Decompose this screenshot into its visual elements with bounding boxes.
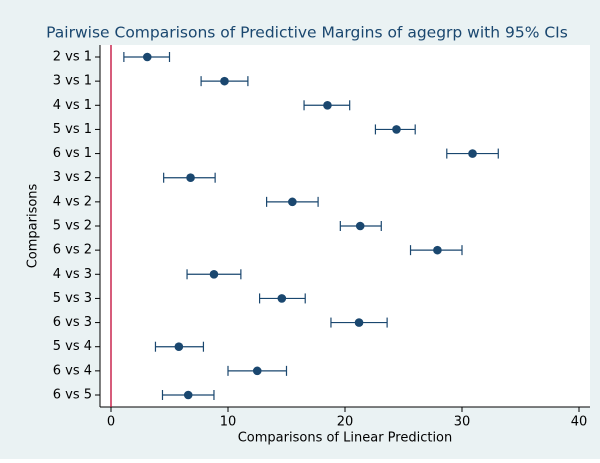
x-tick-label: 0: [107, 415, 115, 430]
y-tick-label: 5 vs 4: [53, 339, 92, 354]
chart-title: Pairwise Comparisons of Predictive Margi…: [46, 24, 568, 42]
x-tick-label: 10: [220, 415, 237, 430]
x-tick-label: 40: [571, 415, 588, 430]
y-tick-label: 6 vs 4: [53, 363, 92, 378]
point: [183, 390, 193, 400]
x-tick-label: 20: [337, 415, 354, 430]
y-axis-title: Comparisons: [26, 183, 41, 268]
y-tick-label: 5 vs 3: [53, 291, 92, 306]
point: [392, 125, 401, 134]
y-tick-label: 4 vs 3: [53, 267, 92, 282]
point: [288, 197, 297, 207]
y-tick-label: 4 vs 1: [53, 98, 92, 113]
y-tick-label: 4 vs 2: [53, 194, 92, 209]
point: [433, 245, 442, 255]
y-tick-label: 3 vs 1: [53, 74, 92, 89]
point: [354, 318, 364, 327]
point: [252, 366, 262, 376]
y-tick-label: 6 vs 2: [53, 243, 92, 258]
x-tick-label: 30: [454, 415, 471, 430]
y-tick-label: 6 vs 5: [53, 388, 92, 403]
point: [220, 76, 229, 86]
x-axis-title: Comparisons of Linear Prediction: [238, 431, 453, 446]
y-tick-label: 5 vs 1: [53, 122, 92, 137]
point: [174, 342, 184, 352]
point: [186, 173, 195, 183]
y-tick-label: 3 vs 2: [53, 170, 92, 185]
y-tick-label: 5 vs 2: [53, 219, 92, 234]
point: [142, 52, 152, 62]
point: [468, 149, 477, 158]
y-tick-label: 6 vs 1: [53, 146, 92, 161]
point: [355, 221, 365, 231]
y-tick-label: 2 vs 1: [53, 50, 92, 65]
point: [209, 269, 219, 279]
point: [277, 294, 287, 303]
point: [323, 100, 332, 110]
y-tick-label: 6 vs 3: [53, 315, 92, 330]
